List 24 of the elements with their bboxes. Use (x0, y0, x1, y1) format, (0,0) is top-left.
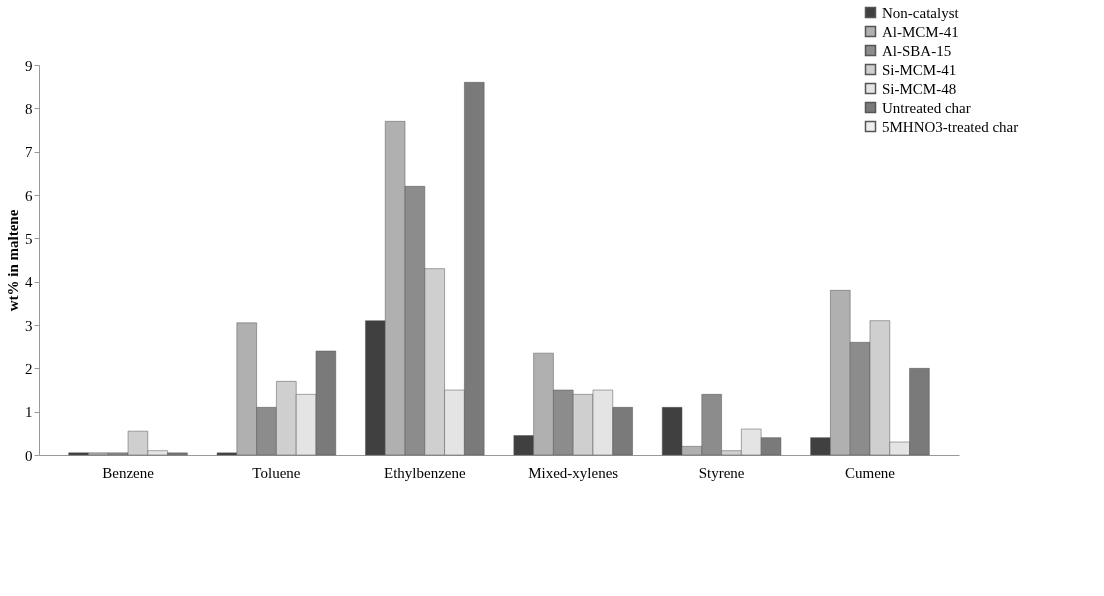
legend-label: 5MHNO3-treated char (882, 118, 1019, 135)
x-tick-label: Cumene (844, 464, 896, 481)
y-tick-label: 7 (25, 144, 33, 161)
y-tick-label: 6 (25, 187, 33, 204)
legend-label: Si-MCM-41 (882, 61, 957, 78)
y-tick-label: 0 (25, 447, 33, 464)
y-tick-label: 2 (25, 360, 33, 377)
legend-label: Non-catalyst (882, 4, 960, 21)
y-tick-label: 5 (25, 230, 33, 247)
y-tick-label: 8 (25, 100, 33, 117)
y-tick-label: 1 (25, 404, 33, 421)
x-tick-label: Benzene (102, 464, 155, 481)
x-tick-label: Toluene (252, 464, 301, 481)
x-tick-label: Styrene (698, 464, 745, 481)
y-tick-label: 3 (25, 317, 33, 334)
legend-label: Untreated char (882, 99, 971, 116)
legend-label: Al-MCM-41 (882, 23, 959, 40)
y-tick-label: 9 (25, 57, 33, 74)
x-tick-label: Mixed-xylenes (528, 464, 619, 481)
legend-label: Si-MCM-48 (882, 80, 957, 97)
y-axis-title: wt% in maltene (5, 209, 21, 312)
x-tick-label: Ethylbenzene (383, 464, 466, 481)
legend-label: Al-SBA-15 (882, 42, 952, 59)
y-tick-label: 4 (25, 274, 33, 291)
